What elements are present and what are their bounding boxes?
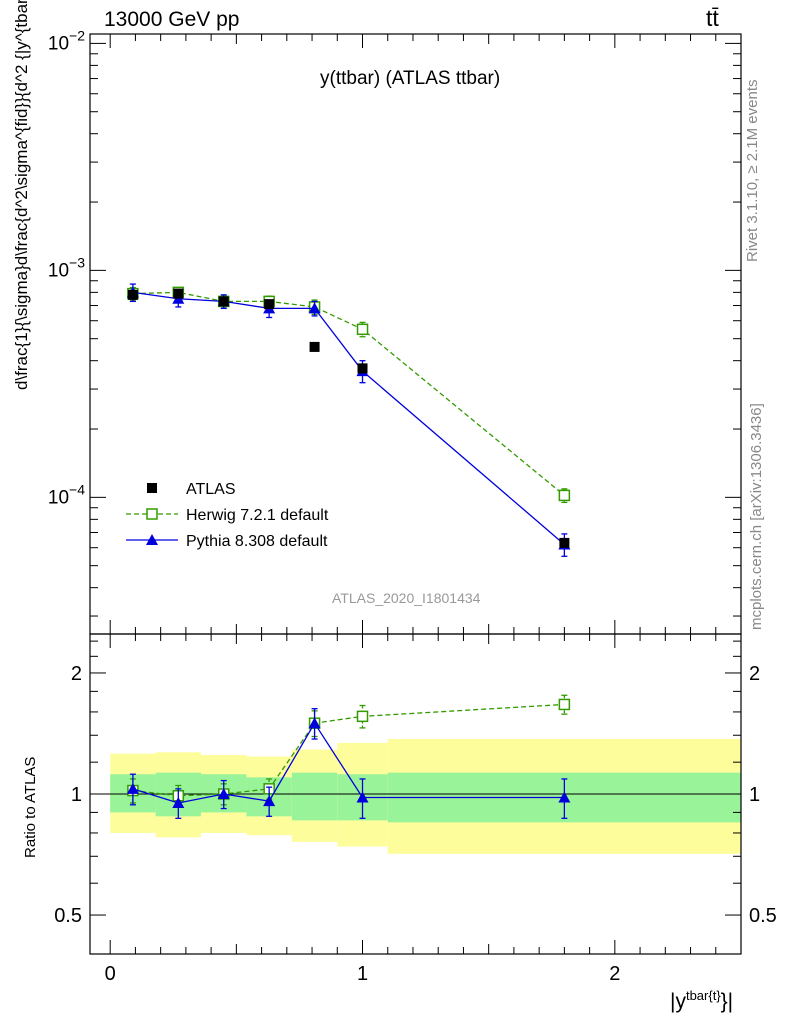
marker-triangle <box>263 795 276 807</box>
header-right: tt̄ <box>706 5 719 31</box>
marker-square-filled <box>127 289 138 300</box>
series-line <box>132 291 565 496</box>
marker-square-filled <box>559 537 570 548</box>
marker-square-filled <box>357 363 368 374</box>
marker-square-filled <box>173 288 184 299</box>
ratio-bands <box>90 739 741 854</box>
marker-triangle <box>558 791 571 803</box>
marker-square-filled <box>264 299 275 310</box>
marker-square-open <box>558 489 571 502</box>
band-inner <box>291 772 338 821</box>
x-tick-label: 2 <box>609 963 620 985</box>
marker-triangle <box>356 791 369 803</box>
x-tick-label: 1 <box>357 963 368 985</box>
marker-square-open <box>558 698 571 711</box>
ratio-series <box>126 694 571 819</box>
axis-ticks: 10−4 10−3 10−2 0 1 2 0.5 0.5 1 1 2 2 <box>48 27 777 985</box>
marker-square-open <box>356 710 369 723</box>
marker-square-filled <box>218 296 229 307</box>
marker-triangle <box>126 782 139 794</box>
ratio-y-tick-label-right: 0.5 <box>749 905 777 927</box>
x-axis-label: |ytbar{t}}| <box>670 988 734 1013</box>
marker-triangle <box>146 534 158 545</box>
ratio-y-tick-label-right: 1 <box>749 784 760 806</box>
rivet-label: Rivet 3.1.10, ≥ 2.1M events <box>744 79 761 263</box>
main-y-tick-label: 10−3 <box>48 254 85 281</box>
marker-square-open <box>356 323 369 336</box>
marker-square-filled <box>147 483 157 493</box>
main-y-tick-label: 10−4 <box>48 481 85 508</box>
main-y-label: d\frac{1}{\sigma}d\frac{d^2\sigma^{fid}}… <box>12 0 31 390</box>
marker-square-open <box>146 508 158 520</box>
x-tick-label: 0 <box>105 963 116 985</box>
watermark: ATLAS_2020_I1801434 <box>332 590 481 606</box>
ratio-y-tick-label: 0.5 <box>54 905 82 927</box>
marker-square-filled <box>309 341 320 352</box>
legend-entry: ATLAS <box>186 481 236 498</box>
ratio-y-tick-label-right: 2 <box>749 663 760 685</box>
main-series <box>126 283 571 557</box>
ratio-y-label: Ratio to ATLAS <box>22 756 39 858</box>
ratio-y-tick-label: 1 <box>71 784 82 806</box>
marker-triangle <box>217 788 230 799</box>
legend-entry: Herwig 7.2.1 default <box>186 507 329 524</box>
marker-triangle <box>172 796 185 808</box>
ratio-y-tick-label: 2 <box>71 663 82 685</box>
main-title: y(ttbar) (ATLAS ttbar) <box>320 68 501 89</box>
mcplots-label: mcplots.cern.ch [arXiv:1306.3436] <box>748 403 765 630</box>
main-y-tick-label: 10−2 <box>48 27 85 54</box>
legend-entry: Pythia 8.308 default <box>186 533 328 550</box>
marker-triangle <box>308 717 321 729</box>
header-left: 13000 GeV pp <box>104 8 240 31</box>
marker-triangle <box>308 302 321 314</box>
legend: ATLAS Herwig 7.2.1 default Pythia 8.308 de… <box>126 481 329 550</box>
